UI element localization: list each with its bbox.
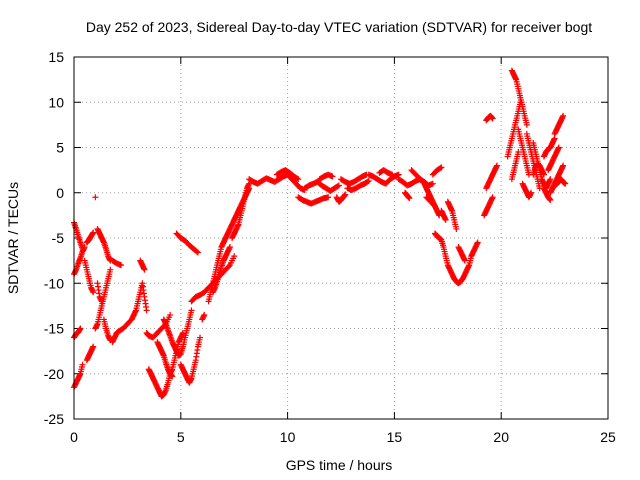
data-point — [365, 177, 372, 184]
data-point — [325, 194, 332, 201]
data-point — [143, 307, 150, 314]
chart-title: Day 252 of 2023, Sidereal Day-to-day VTE… — [86, 19, 592, 35]
data-point — [141, 266, 148, 273]
data-point — [295, 176, 302, 183]
data-point — [90, 343, 97, 350]
data-point — [90, 229, 97, 236]
data-point — [453, 225, 460, 232]
grid-lines — [74, 57, 608, 419]
y-tick-label: -15 — [44, 321, 64, 337]
data-point — [226, 244, 233, 251]
x-tick-label: 10 — [280, 429, 296, 445]
y-tick-label: 0 — [56, 185, 64, 201]
data-point — [515, 149, 522, 156]
data-point — [560, 162, 567, 169]
data-point — [77, 325, 84, 332]
data-point — [461, 257, 468, 264]
data-point — [493, 162, 500, 169]
data-point — [430, 202, 437, 209]
data-point — [201, 311, 208, 318]
data-point — [555, 144, 562, 151]
y-tick-label: 15 — [48, 49, 64, 65]
data-point — [334, 183, 341, 190]
data-point — [90, 289, 97, 296]
data-point — [193, 248, 200, 255]
data-point — [562, 180, 569, 187]
data-point — [523, 121, 530, 128]
x-tick-label: 20 — [493, 429, 509, 445]
data-point — [406, 195, 413, 202]
data-points — [71, 67, 569, 400]
data-point — [560, 112, 567, 119]
data-point — [437, 165, 444, 172]
data-point — [231, 253, 238, 260]
plot-frame — [73, 56, 609, 420]
data-point — [329, 173, 336, 180]
y-tick-label: -20 — [44, 366, 64, 382]
data-point — [188, 307, 195, 314]
y-axis-label: SDTVAR / TECUs — [5, 182, 21, 294]
x-tick-label: 5 — [177, 429, 185, 445]
data-point — [438, 164, 445, 171]
x-tick-label: 25 — [600, 429, 616, 445]
data-point — [429, 180, 436, 187]
data-point — [294, 175, 301, 182]
y-tick-label: -10 — [44, 275, 64, 291]
data-point — [342, 191, 349, 198]
data-point — [364, 178, 371, 185]
y-tick-label: -25 — [44, 411, 64, 427]
y-tick-label: 5 — [56, 140, 64, 156]
data-point — [169, 373, 176, 380]
data-point — [489, 194, 496, 201]
data-point — [107, 266, 114, 273]
data-point — [194, 249, 201, 256]
data-point — [81, 244, 88, 251]
data-point — [79, 361, 86, 368]
data-point — [389, 171, 396, 178]
tick-labels: 0 5 10 15 20 25 -25 -20 -15 -10 -5 0 5 10 15 — [44, 49, 616, 445]
data-point — [547, 176, 554, 183]
data-point — [442, 216, 449, 223]
data-point — [474, 239, 481, 246]
data-point — [431, 203, 438, 210]
data-point — [167, 311, 174, 318]
x-tick-label: 15 — [387, 429, 403, 445]
y-tick-label: -5 — [52, 230, 65, 246]
data-point — [528, 189, 535, 196]
data-point — [98, 298, 105, 305]
data-point — [547, 196, 554, 203]
data-point — [117, 262, 124, 269]
x-tick-label: 0 — [70, 429, 78, 445]
data-point — [335, 182, 342, 189]
x-axis-label: GPS time / hours — [286, 457, 393, 473]
data-point — [92, 194, 99, 201]
data-point — [197, 334, 204, 341]
data-point — [489, 115, 496, 122]
data-point — [225, 263, 232, 270]
y-tick-label: 10 — [48, 94, 64, 110]
